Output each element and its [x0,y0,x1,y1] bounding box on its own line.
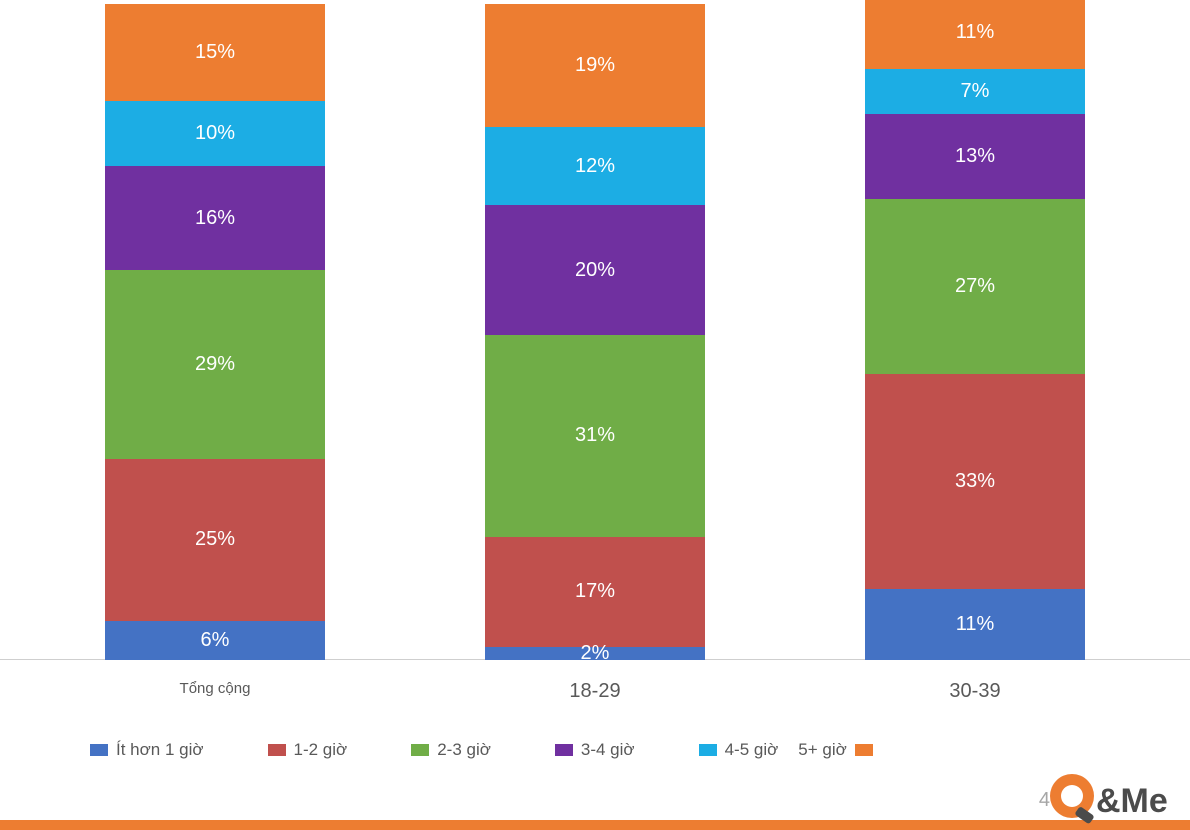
legend-label: 4-5 giờ [725,740,779,760]
bar-segment: 20% [485,205,705,335]
legend-item: 3-4 giờ [555,740,635,760]
bar-segment: 15% [105,4,325,102]
bar-segment: 7% [865,69,1085,115]
bar-column: 11%33%27%13%7%11% [865,0,1085,660]
legend-item: 5+ giờ [798,740,873,760]
brand-logo: &Me [1050,768,1170,824]
bar-segment: 27% [865,199,1085,375]
page-number: 4 [1039,789,1050,812]
bar-segment: 17% [485,537,705,648]
legend-swatch [90,744,108,756]
legend-item: 4-5 giờ [699,740,779,760]
bar-segment: 11% [865,0,1085,69]
legend-item: 2-3 giờ [411,740,491,760]
bar-column: 2%17%31%20%12%19% [485,4,705,661]
x-axis-label: 18-29 [485,680,705,703]
legend-label: 2-3 giờ [437,740,491,760]
logo-q-inner [1061,785,1083,807]
legend-label: 5+ giờ [798,740,847,760]
bar-segment: 29% [105,270,325,459]
bar-segment: 2% [485,647,705,660]
chart-plot-area: 6%25%29%16%10%15%2%17%31%20%12%19%11%33%… [0,0,1190,660]
bar-segment: 13% [865,114,1085,199]
bar-segment: 31% [485,335,705,537]
legend-swatch [411,744,429,756]
bar-segment: 33% [865,374,1085,589]
x-axis-labels: Tổng cộng 18-29 30-39 [0,680,1190,710]
legend-swatch [855,744,873,756]
legend-label: 1-2 giờ [294,740,348,760]
legend-item: 1-2 giờ [268,740,348,760]
bar-segment: 6% [105,621,325,660]
bar-column: 6%25%29%16%10%15% [105,4,325,661]
bar-segment: 25% [105,459,325,622]
legend-swatch [555,744,573,756]
bar-segment: 10% [105,101,325,166]
legend-label: Ít hơn 1 giờ [116,740,204,760]
legend-swatch [699,744,717,756]
bar-segment: 11% [865,589,1085,661]
bar-segment: 19% [485,4,705,128]
legend-item: Ít hơn 1 giờ [90,740,204,760]
footer-accent-bar [0,820,1190,830]
bar-segment: 16% [105,166,325,270]
legend-swatch [268,744,286,756]
x-axis-label: Tổng cộng [105,680,325,697]
legend: Ít hơn 1 giờ 1-2 giờ 2-3 giờ 3-4 giờ 4-5 giờ… [90,740,1130,760]
legend-label: 3-4 giờ [581,740,635,760]
x-axis-label: 30-39 [865,680,1085,703]
bar-segment: 12% [485,127,705,205]
logo-text: &Me [1096,782,1168,820]
